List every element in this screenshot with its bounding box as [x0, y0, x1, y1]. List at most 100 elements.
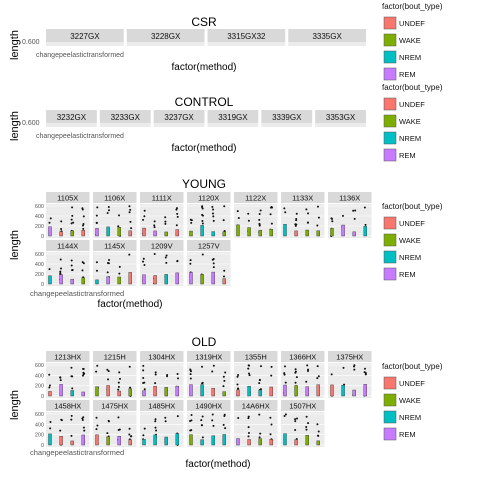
box	[142, 390, 146, 397]
outlier-point	[118, 265, 121, 268]
y-tick-label: 200	[35, 272, 44, 278]
outlier-point	[248, 372, 251, 375]
outlier-point	[317, 216, 320, 219]
young-facet-panels: 1105X 600 400 200 0 1106X 1111X 1120X 1122X 1133X…	[35, 192, 372, 288]
control-y-tick: 0.600	[22, 120, 40, 127]
legend-label: REM	[399, 430, 416, 439]
outlier-point	[223, 413, 226, 416]
box	[316, 440, 320, 446]
outlier-point	[128, 211, 131, 214]
facet-strip	[234, 192, 278, 203]
outlier-point	[201, 365, 204, 368]
box	[269, 439, 273, 446]
outlier-point	[211, 212, 214, 215]
facet-label: 1111X	[152, 194, 172, 203]
outlier-point	[95, 261, 98, 264]
outlier-point	[237, 374, 240, 377]
y-tick-label: 200	[35, 384, 44, 390]
legend-swatch	[383, 67, 397, 81]
box	[106, 436, 110, 446]
outlier-point	[153, 226, 156, 229]
facet-strip	[93, 400, 137, 411]
box	[142, 274, 146, 285]
outlier-point	[117, 429, 120, 432]
outlier-point	[211, 419, 214, 422]
box	[153, 275, 157, 285]
outlier-point	[95, 416, 98, 419]
facet-strip	[207, 110, 259, 123]
outlier-point	[294, 371, 297, 374]
outlier-point	[107, 209, 110, 212]
outlier-point	[200, 419, 203, 422]
outlier-point	[223, 275, 226, 278]
outlier-point	[177, 377, 180, 380]
outlier-point	[70, 366, 73, 369]
outlier-point	[129, 386, 132, 389]
outlier-point	[363, 367, 366, 370]
outlier-point	[128, 365, 131, 368]
legend-swatch	[383, 233, 397, 247]
box	[330, 228, 334, 237]
facet-label: 3232GX	[57, 113, 87, 122]
outlier-point	[270, 423, 273, 426]
outlier-point	[342, 366, 345, 369]
old-title: OLD	[192, 335, 217, 349]
outlier-point	[176, 215, 179, 218]
csr-ylabel: length	[9, 30, 21, 60]
facet-strip	[126, 29, 205, 42]
outlier-point	[176, 212, 179, 215]
outlier-point	[247, 417, 250, 420]
outlier-point	[201, 222, 204, 225]
outlier-point	[142, 218, 145, 221]
outlier-point	[223, 379, 226, 382]
outlier-point	[166, 374, 169, 377]
csr-x-ticks: changepeelastictransformed	[36, 52, 124, 59]
box	[236, 389, 240, 397]
control-title: CONTROL	[175, 95, 234, 109]
outlier-point	[107, 205, 110, 208]
outlier-point	[317, 434, 320, 437]
outlier-point	[70, 259, 73, 262]
facet-label: 1209V	[151, 242, 173, 251]
outlier-point	[143, 381, 146, 384]
box	[247, 439, 251, 446]
outlier-point	[154, 373, 157, 376]
outlier-point	[70, 222, 73, 225]
control-xlabel: factor(method)	[171, 143, 236, 154]
outlier-point	[153, 224, 156, 227]
legend-label: UNDEF	[399, 100, 425, 109]
outlier-point	[118, 377, 121, 380]
outlier-point	[176, 415, 179, 418]
outlier-point	[307, 212, 310, 215]
outlier-point	[189, 420, 192, 423]
outlier-point	[306, 221, 309, 224]
box	[175, 433, 179, 446]
outlier-point	[70, 375, 73, 378]
legend-swatch	[383, 33, 397, 47]
outlier-point	[48, 373, 51, 376]
facet-label: 3228GX	[151, 32, 181, 41]
outlier-point	[164, 420, 167, 423]
outlier-point	[306, 364, 309, 367]
outlier-point	[154, 426, 157, 429]
outlier-point	[106, 432, 109, 435]
box	[363, 226, 367, 237]
legend-label: WAKE	[399, 236, 421, 245]
outlier-point	[259, 432, 262, 435]
outlier-point	[70, 264, 73, 267]
legend-swatch	[383, 216, 397, 230]
facet-label: 3339GX	[272, 113, 302, 122]
outlier-point	[164, 416, 167, 419]
control-chart: CONTROL length 0.600 3232GX 3233GX 3237GX 3…	[9, 95, 366, 154]
facet-strip	[46, 110, 97, 123]
outlier-point	[82, 426, 85, 429]
outlier-point	[81, 419, 84, 422]
outlier-point	[189, 377, 192, 380]
box	[106, 226, 110, 237]
facet-label: 14A6HX	[242, 402, 270, 411]
legend-title: factor(bout_type)	[382, 83, 443, 92]
facet-strip	[207, 29, 286, 42]
young-x-ticks: changepeelastictransformed	[30, 289, 124, 298]
outlier-point	[316, 365, 319, 368]
box	[175, 272, 179, 285]
